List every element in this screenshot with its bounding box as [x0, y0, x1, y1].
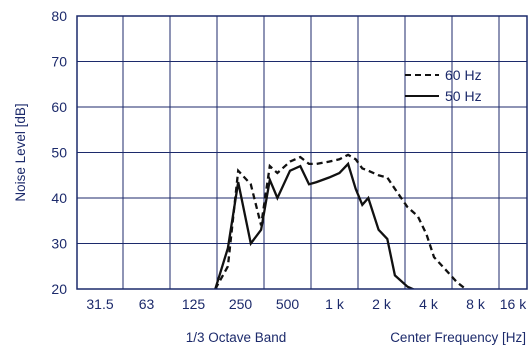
- x-tick-label-7: 4 k: [419, 296, 439, 312]
- y-tick-label-80: 80: [51, 8, 67, 24]
- legend-label-1: 50 Hz: [445, 88, 482, 104]
- legend-label-0: 60 Hz: [445, 67, 482, 83]
- x-tick-label-6: 2 k: [372, 296, 392, 312]
- x-axis-title-left: 1/3 Octave Band: [186, 330, 287, 345]
- series-line-60-hz: [214, 153, 470, 289]
- x-tick-label-2: 125: [182, 296, 206, 312]
- y-tick-label-30: 30: [51, 236, 67, 252]
- series-line-50-hz: [214, 161, 416, 289]
- x-tick-label-5: 1 k: [325, 296, 345, 312]
- x-tick-label-9: 16 k: [500, 296, 527, 312]
- x-tick-label-4: 500: [276, 296, 300, 312]
- plot-frame: [76, 15, 528, 290]
- x-tick-label-1: 63: [139, 296, 155, 312]
- y-tick-label-20: 20: [51, 281, 67, 297]
- y-tick-label-60: 60: [51, 99, 67, 115]
- y-tick-label-40: 40: [51, 190, 67, 206]
- x-tick-label-0: 31.5: [86, 296, 113, 312]
- x-axis-title-right: Center Frequency [Hz]: [390, 330, 526, 345]
- x-tick-label-8: 8 k: [466, 296, 486, 312]
- y-tick-label-70: 70: [51, 54, 67, 70]
- y-tick-label-50: 50: [51, 145, 67, 161]
- y-axis-title: Noise Level [dB]: [13, 103, 28, 201]
- x-tick-label-3: 250: [229, 296, 253, 312]
